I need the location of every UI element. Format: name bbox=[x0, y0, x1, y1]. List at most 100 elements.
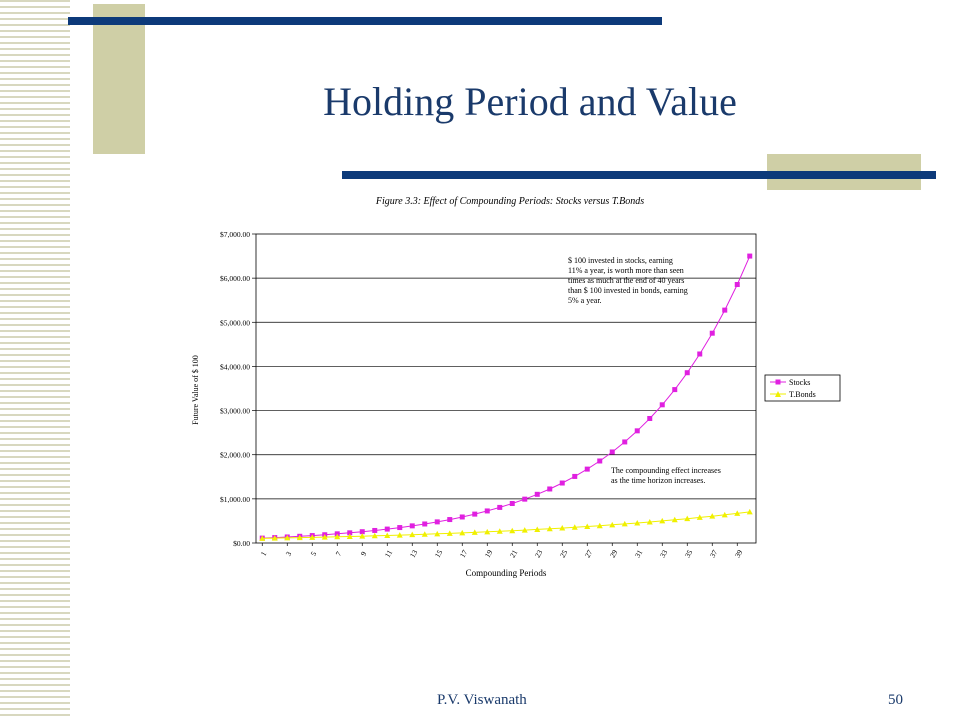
bonds-point bbox=[746, 508, 753, 515]
bonds-point bbox=[359, 533, 366, 539]
stocks-point bbox=[484, 508, 490, 514]
y-tick-label: $1,000.00 bbox=[220, 495, 250, 504]
bonds-point bbox=[471, 529, 478, 535]
y-tick-label: $0.00 bbox=[233, 539, 250, 548]
stocks-point bbox=[697, 351, 703, 357]
x-tick-label: 7 bbox=[334, 550, 344, 558]
x-tick-label: 31 bbox=[633, 548, 645, 559]
annotation-horizon-note: The compounding effect increases as the … bbox=[611, 466, 721, 485]
stocks-point bbox=[384, 526, 390, 532]
x-tick-label: 11 bbox=[383, 548, 395, 559]
stocks-point bbox=[434, 519, 440, 525]
legend-stocks-marker bbox=[775, 379, 781, 385]
y-tick-label: $6,000.00 bbox=[220, 274, 250, 283]
series-line-bonds bbox=[262, 511, 750, 539]
page-number: 50 bbox=[888, 692, 903, 708]
x-tick-label: 37 bbox=[708, 548, 720, 559]
y-tick-label: $5,000.00 bbox=[220, 318, 250, 327]
top-accent-block bbox=[93, 4, 145, 154]
annotation-stocks-note: $ 100 invested in stocks, earning 11% a … bbox=[568, 256, 688, 305]
y-axis-ticks: $0.00 $1,000.00 $2,000.00 $3,000.00 $4,000.0… bbox=[220, 230, 256, 548]
bonds-point bbox=[559, 525, 566, 531]
chart-legend: Stocks T.Bonds bbox=[764, 374, 841, 402]
x-tick-label: 27 bbox=[583, 548, 595, 559]
bonds-point bbox=[384, 532, 391, 538]
stocks-point bbox=[372, 527, 378, 533]
bonds-point bbox=[596, 522, 603, 529]
stocks-point bbox=[659, 402, 665, 408]
stocks-point bbox=[359, 529, 365, 535]
stocks-point bbox=[647, 415, 653, 421]
series-line-stocks bbox=[262, 255, 751, 539]
x-tick-label: 21 bbox=[508, 548, 520, 559]
stocks-point bbox=[672, 387, 678, 393]
footer-author: P.V. Viswanath bbox=[437, 692, 527, 708]
bonds-point bbox=[734, 510, 741, 516]
bonds-point bbox=[459, 529, 466, 536]
x-tick-label: 13 bbox=[408, 548, 420, 559]
y-tick-label: $4,000.00 bbox=[220, 362, 250, 371]
bonds-point bbox=[521, 527, 528, 533]
bonds-point bbox=[534, 526, 541, 532]
y-axis-label: Future Value of $ 100 bbox=[191, 355, 200, 425]
x-tick-label: 15 bbox=[433, 548, 445, 559]
x-axis-ticks: 1 3 5 7 9 11 13 15 17 19 21 23 25 27 29 31 33 35 37 39 bbox=[259, 543, 744, 559]
bonds-point bbox=[721, 511, 728, 518]
x-tick-label: 17 bbox=[458, 548, 470, 559]
x-tick-label: 25 bbox=[558, 548, 570, 559]
bonds-point bbox=[446, 530, 453, 536]
y-tick-label: $2,000.00 bbox=[220, 451, 250, 460]
stocks-point bbox=[459, 514, 465, 520]
annotation-line: as the time horizon increases. bbox=[611, 476, 705, 485]
bonds-point bbox=[346, 533, 353, 539]
x-tick-label: 3 bbox=[284, 550, 294, 558]
bonds-point bbox=[634, 519, 641, 526]
x-tick-label: 29 bbox=[608, 548, 620, 559]
legend-bonds-marker bbox=[775, 391, 781, 397]
stocks-point bbox=[584, 466, 590, 472]
bonds-point bbox=[621, 520, 628, 527]
stocks-point bbox=[472, 511, 478, 517]
bonds-point bbox=[259, 535, 266, 541]
bonds-point bbox=[321, 534, 328, 540]
annotation-line: $ 100 invested in stocks, earning bbox=[568, 256, 673, 265]
x-tick-label: 19 bbox=[483, 548, 495, 559]
x-tick-label: 5 bbox=[309, 550, 319, 558]
annotation-line: 5% a year. bbox=[568, 296, 602, 305]
chart-series bbox=[259, 253, 753, 541]
legend-bonds-label: T.Bonds bbox=[789, 390, 816, 399]
bonds-point bbox=[684, 515, 691, 522]
stocks-point bbox=[572, 473, 578, 479]
bonds-point bbox=[434, 530, 441, 537]
stocks-point bbox=[409, 523, 415, 529]
x-tick-label: 33 bbox=[658, 548, 670, 559]
stocks-point bbox=[534, 491, 540, 497]
bonds-point bbox=[696, 514, 703, 520]
x-tick-label: 23 bbox=[533, 548, 545, 559]
stocks-point bbox=[722, 307, 728, 313]
y-tick-label: $7,000.00 bbox=[220, 230, 250, 239]
stocks-point bbox=[497, 504, 503, 510]
bonds-point bbox=[671, 516, 678, 523]
bonds-point bbox=[409, 531, 416, 538]
legend-stocks-label: Stocks bbox=[789, 378, 810, 387]
stocks-point bbox=[547, 486, 553, 492]
x-axis-label: Compounding Periods bbox=[466, 568, 547, 578]
stocks-point bbox=[397, 525, 403, 531]
bonds-point bbox=[484, 528, 491, 535]
stocks-point bbox=[609, 449, 615, 455]
bonds-point bbox=[309, 534, 316, 540]
mid-rule-bar bbox=[342, 171, 936, 179]
stocks-point bbox=[634, 428, 640, 434]
stocks-point bbox=[447, 517, 453, 523]
bonds-point bbox=[509, 527, 516, 534]
stocks-point bbox=[734, 282, 740, 288]
stocks-point bbox=[509, 500, 515, 506]
stocks-point bbox=[559, 480, 565, 486]
x-tick-label: 35 bbox=[683, 548, 695, 559]
plot-area bbox=[255, 233, 757, 544]
bonds-point bbox=[271, 535, 278, 541]
stocks-point bbox=[597, 458, 603, 464]
annotation-line: times as much at the end of 40 years bbox=[568, 276, 684, 285]
